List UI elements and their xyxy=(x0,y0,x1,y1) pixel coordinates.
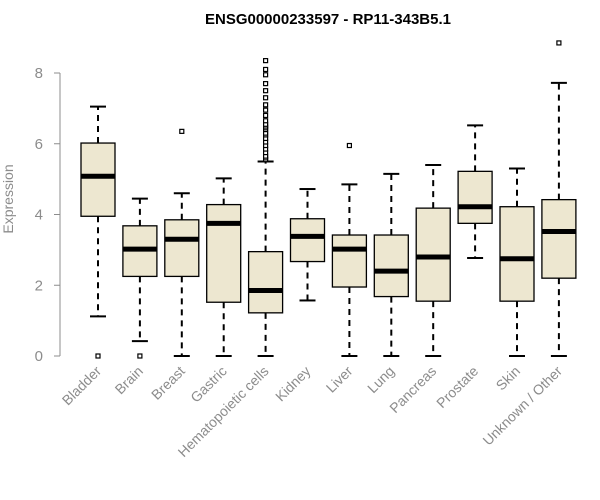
box-gastric xyxy=(206,177,242,357)
y-axis-label: Expression xyxy=(0,164,16,233)
y-tick-label: 0 xyxy=(35,348,43,365)
x-tick-label: Liver xyxy=(323,363,356,396)
x-tick-label: Prostate xyxy=(433,363,481,411)
chart-title: ENSG00000233597 - RP11-343B5.1 xyxy=(205,11,451,28)
x-tick-label: Pancreas xyxy=(386,363,439,416)
outlier-point xyxy=(263,102,269,108)
iqr-box xyxy=(206,203,242,303)
iqr-box xyxy=(331,234,368,288)
box-breast xyxy=(164,128,200,357)
box-skin xyxy=(499,167,535,357)
outlier-point xyxy=(263,112,269,119)
y-tick-label: 6 xyxy=(35,136,43,153)
iqr-box xyxy=(164,219,200,278)
box-unknown-other xyxy=(541,40,577,357)
outlier-point xyxy=(95,353,101,359)
box-prostate xyxy=(457,124,493,260)
y-ticks: 0 2 4 6 8 xyxy=(35,65,60,365)
iqr-box xyxy=(373,234,409,298)
outlier-point xyxy=(179,128,185,134)
box-bladder xyxy=(80,105,116,359)
iqr-box xyxy=(499,206,535,302)
x-tick-label: Breast xyxy=(148,363,188,403)
x-tick-label: Kidney xyxy=(272,363,314,405)
x-tick-label: Lung xyxy=(364,363,397,396)
y-tick-label: 2 xyxy=(35,277,43,294)
x-tick-label: Skin xyxy=(493,363,524,394)
y-tick-label: 8 xyxy=(35,65,43,82)
x-tick-label: Unknown / Other xyxy=(479,363,565,449)
y-tick-label: 4 xyxy=(35,207,43,224)
box-liver xyxy=(331,142,368,357)
iqr-box xyxy=(247,250,284,314)
x-tick-label: Bladder xyxy=(59,363,105,409)
box-pancreas xyxy=(415,163,451,357)
box-hematopoietic-cells xyxy=(247,58,284,357)
box-brain xyxy=(122,197,158,359)
outlier-point xyxy=(263,118,269,124)
outlier-point xyxy=(263,81,269,87)
box-kidney xyxy=(289,188,326,302)
outlier-point xyxy=(263,66,269,73)
outlier-point xyxy=(263,72,269,78)
iqr-box xyxy=(541,198,577,279)
outlier-point xyxy=(346,142,352,149)
outlier-point xyxy=(263,58,269,64)
box-lung xyxy=(373,172,409,357)
outlier-point xyxy=(556,40,562,46)
x-tick-label: Brain xyxy=(112,363,146,397)
iqr-box xyxy=(289,218,326,263)
outlier-point xyxy=(263,107,269,113)
iqr-box xyxy=(457,170,493,224)
boxes-layer xyxy=(80,40,577,359)
iqr-box xyxy=(80,142,116,217)
outlier-point xyxy=(263,88,269,94)
outlier-point xyxy=(137,353,143,359)
outlier-point xyxy=(263,95,269,101)
